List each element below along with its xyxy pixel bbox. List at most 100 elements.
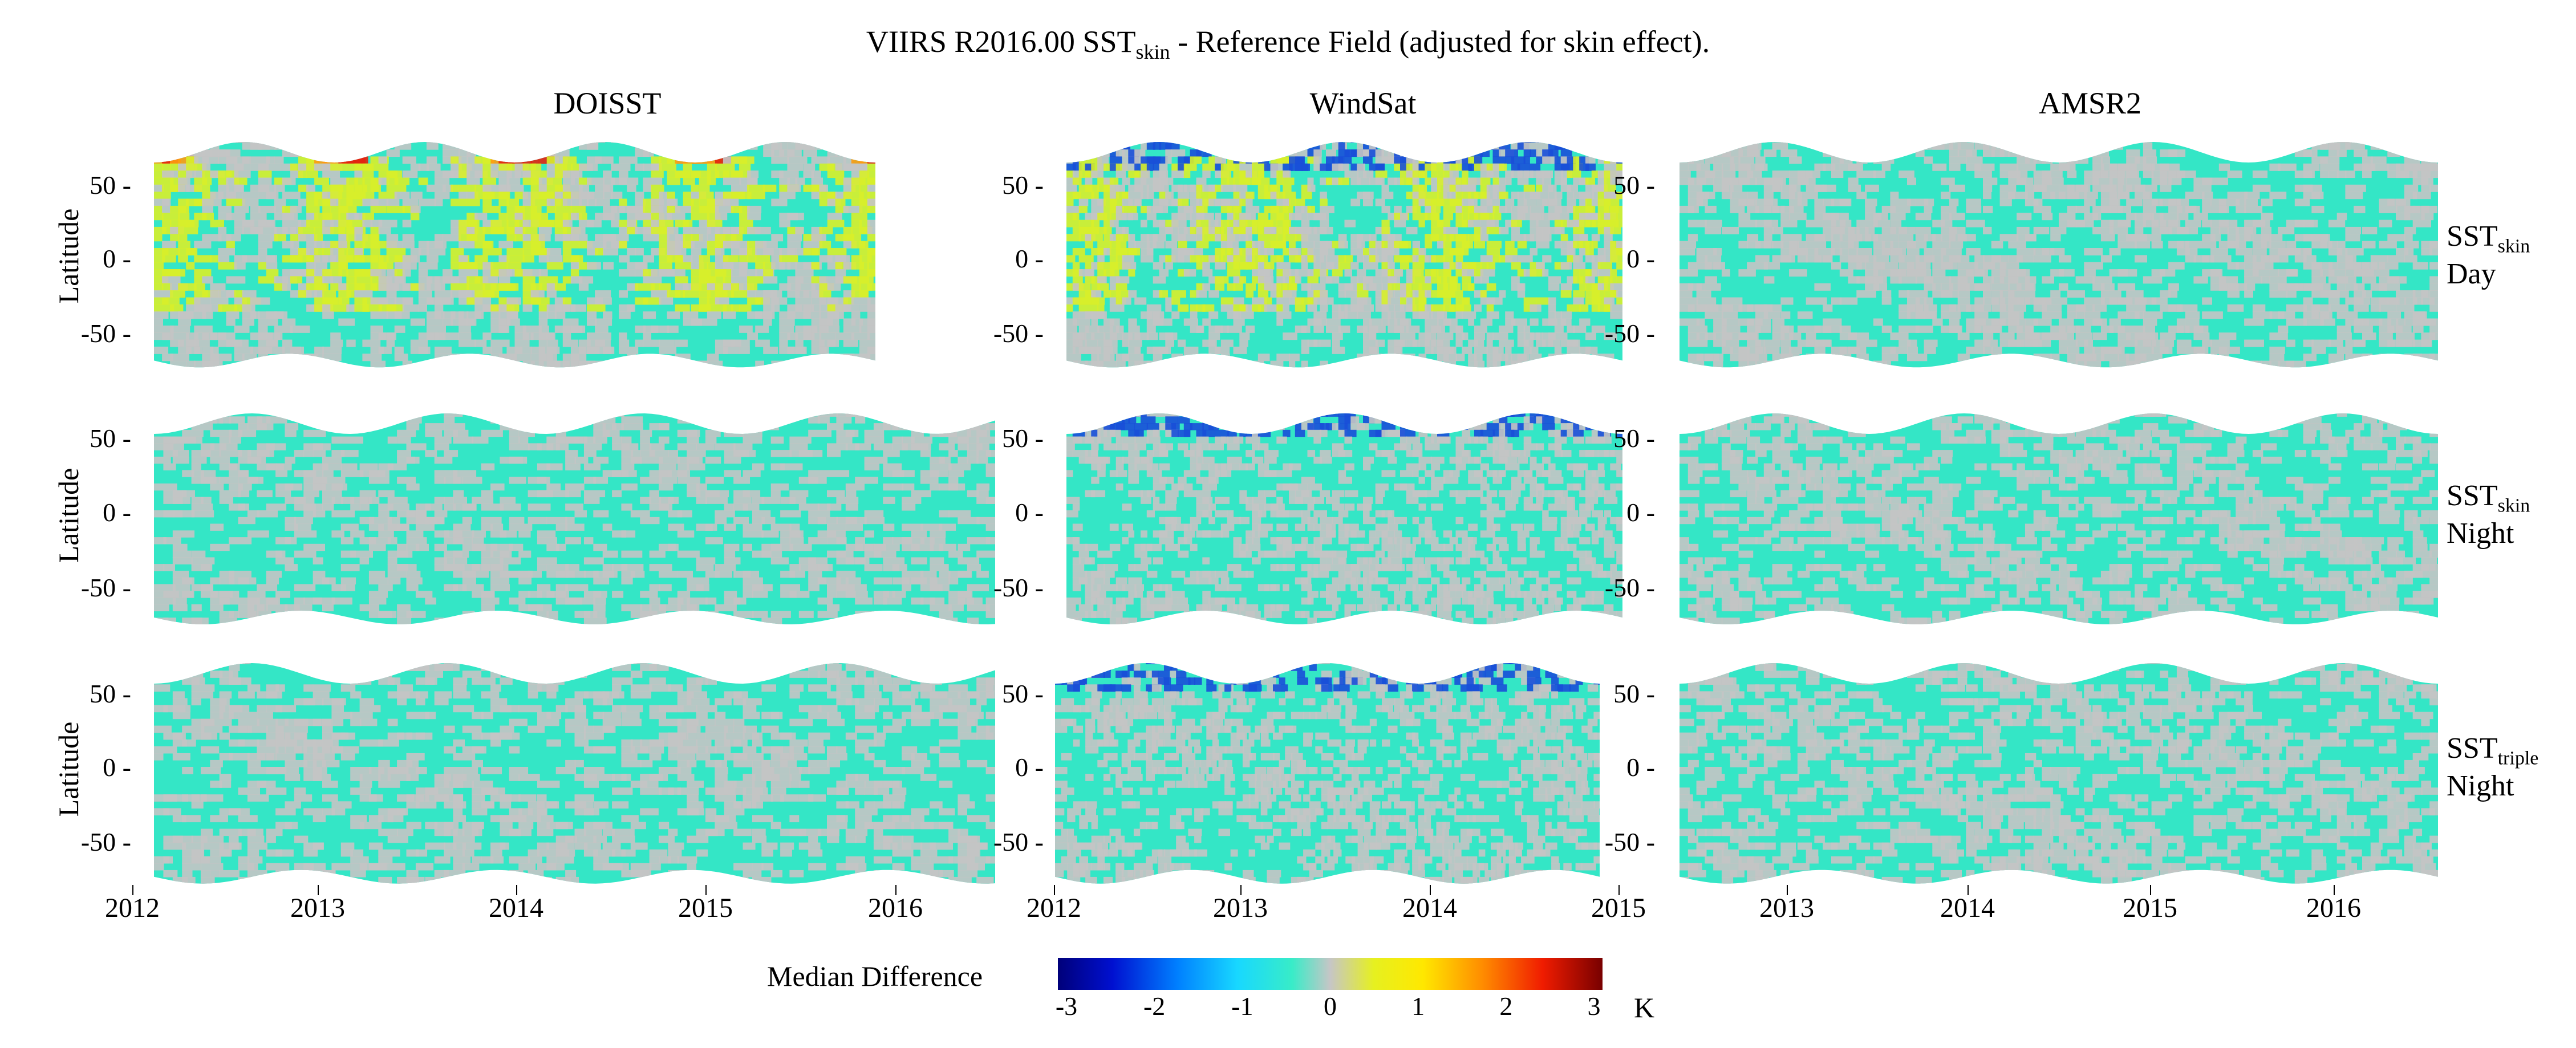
heatmap-cell <box>1350 262 1359 270</box>
heatmap-cell <box>459 156 469 164</box>
heatmap-cell <box>354 248 363 255</box>
heatmap-cell <box>2033 142 2046 150</box>
heatmap-cell <box>1202 360 1215 368</box>
heatmap-cell <box>2084 339 2093 347</box>
heatmap-cell <box>2236 262 2245 270</box>
heatmap-cell <box>1949 241 1964 249</box>
heatmap-cell <box>1680 290 1693 298</box>
heatmap-cell <box>274 205 285 213</box>
heatmap-cell <box>1307 276 1319 284</box>
heatmap-cell <box>2370 142 2390 143</box>
heatmap-cell <box>562 156 577 164</box>
heatmap-cell <box>1610 149 1622 157</box>
heatmap-cell <box>1957 290 1970 298</box>
heatmap-cell <box>1865 226 1875 234</box>
heatmap-cell <box>202 234 222 242</box>
heatmap-cell <box>1983 276 1994 284</box>
heatmap-cell <box>474 311 484 319</box>
heatmap-cell <box>2168 283 2179 291</box>
heatmap-cell <box>266 269 279 277</box>
heatmap-cell <box>1394 354 1401 361</box>
heatmap-cell <box>2362 142 2383 143</box>
heatmap-cell <box>1974 255 1985 263</box>
heatmap-cell <box>1326 149 1336 157</box>
heatmap-cell <box>1983 262 1992 270</box>
heatmap-cell <box>2320 163 2340 171</box>
heatmap-cell <box>1865 205 1876 213</box>
heatmap-cell <box>2210 226 2221 234</box>
heatmap-cell <box>1202 283 1211 291</box>
heatmap-cell <box>2404 241 2419 249</box>
heatmap-cell <box>2168 149 2186 157</box>
heatmap-cell <box>2042 304 2062 312</box>
heatmap-cell <box>186 311 206 319</box>
heatmap-cell <box>1220 170 1231 178</box>
heatmap-cell <box>2117 241 2137 249</box>
heatmap-cell <box>843 128 862 136</box>
heatmap-cell <box>2227 170 2242 178</box>
heatmap-cell <box>1814 346 1825 354</box>
heatmap-cell <box>1183 163 1197 171</box>
heatmap-cell <box>2370 156 2387 164</box>
heatmap-cell <box>2059 213 2076 221</box>
heatmap-cell <box>1381 220 1390 228</box>
heatmap-cell <box>1425 311 1433 319</box>
heatmap-cell <box>1604 163 1617 171</box>
heatmap-cell <box>1146 213 1157 221</box>
heatmap-cell <box>1257 234 1264 242</box>
heatmap-cell <box>1839 248 1849 255</box>
heatmap-cell <box>522 226 538 234</box>
heatmap-cell <box>2244 290 2253 298</box>
heatmap-cell <box>250 213 267 221</box>
heatmap-cell <box>1283 192 1296 200</box>
heatmap-cell <box>2050 297 2068 305</box>
heatmap-cell <box>1907 142 1928 150</box>
heatmap-cell <box>1412 205 1421 213</box>
heatmap-cell <box>739 213 749 221</box>
heatmap-cell <box>1865 198 1877 206</box>
heatmap-cell <box>1573 205 1580 213</box>
heatmap-cell <box>173 396 193 403</box>
heatmap-cell <box>1276 318 1284 326</box>
heatmap-cell <box>242 304 255 312</box>
heatmap-cell <box>1313 283 1326 291</box>
heatmap-cell <box>1610 142 1617 150</box>
heatmap-cell <box>836 403 853 410</box>
heatmap-cell <box>1406 149 1422 157</box>
heatmap-cell <box>667 142 678 150</box>
title-subscript: skin <box>1135 40 1170 63</box>
heatmap-cell <box>1159 220 1166 228</box>
heatmap-cell <box>330 332 341 340</box>
heatmap-cell <box>1437 142 1447 143</box>
heatmap-cell <box>1511 276 1520 284</box>
heatmap-cell <box>1141 255 1154 263</box>
heatmap-cell <box>202 156 219 164</box>
heatmap-cell <box>1431 142 1446 143</box>
heatmap-cell <box>835 332 854 340</box>
heatmap-cell <box>1789 269 1807 277</box>
heatmap-cell <box>2379 262 2399 270</box>
heatmap-cell <box>787 184 801 192</box>
heatmap-cell <box>1881 297 1892 305</box>
heatmap-cell <box>611 360 620 368</box>
heatmap-cell <box>1134 332 1149 340</box>
heatmap-cell <box>538 213 549 221</box>
heatmap-cell <box>1991 241 2003 249</box>
heatmap-cell <box>1104 354 1115 361</box>
heatmap-cell <box>867 234 875 242</box>
heatmap-cell <box>1604 297 1615 305</box>
heatmap-cell <box>362 220 372 228</box>
heatmap-cell <box>1579 142 1593 150</box>
heatmap-cell <box>314 360 334 368</box>
heatmap-cell <box>234 142 254 143</box>
heatmap-cell <box>1252 177 1260 185</box>
heatmap-cell <box>418 290 432 298</box>
heatmap-cell <box>1283 177 1295 185</box>
heatmap-cell <box>1907 128 1926 136</box>
heatmap-cell <box>1548 149 1559 157</box>
heatmap-cell <box>1831 213 1849 221</box>
heatmap-cell <box>587 241 607 249</box>
heatmap-cell <box>1196 142 1204 150</box>
heatmap-cell <box>789 396 805 403</box>
heatmap-cell <box>294 413 312 417</box>
